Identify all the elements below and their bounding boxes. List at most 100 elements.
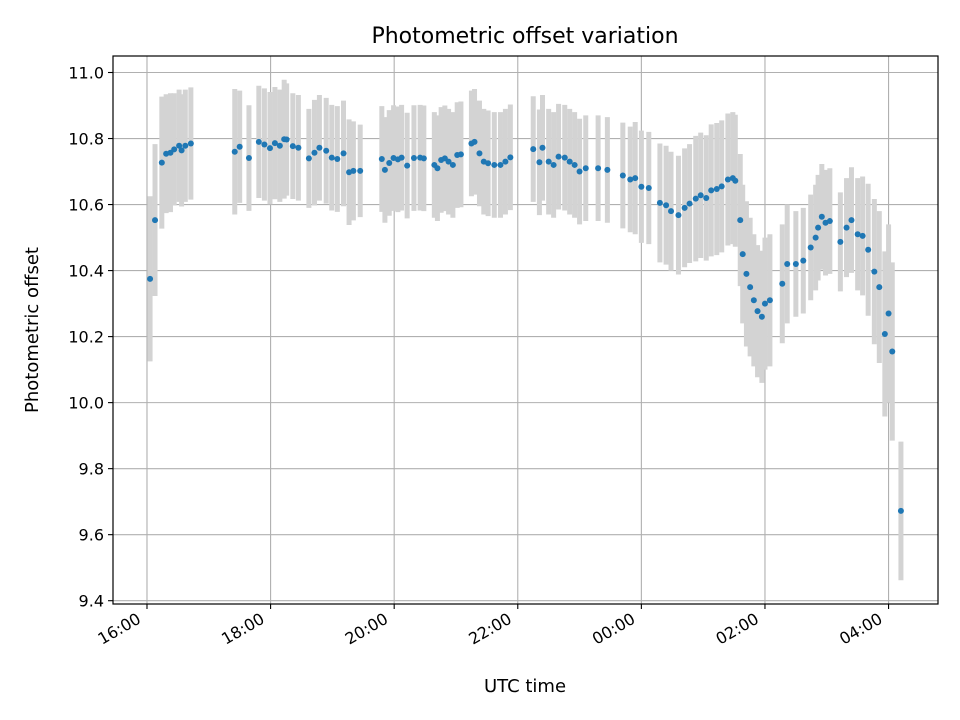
data-point — [848, 217, 855, 224]
data-point — [663, 202, 670, 209]
data-point — [171, 146, 178, 153]
data-point — [289, 143, 296, 150]
x-tick-label: 20:00 — [342, 609, 391, 649]
y-tick-label: 10.0 — [68, 394, 104, 413]
data-point — [739, 251, 746, 258]
data-point — [713, 186, 720, 193]
data-point — [576, 168, 583, 175]
data-point — [457, 151, 464, 158]
data-point — [276, 142, 283, 149]
data-point — [854, 231, 861, 238]
data-point — [724, 176, 731, 183]
data-point — [566, 158, 573, 165]
data-point — [871, 268, 878, 275]
data-point — [283, 136, 290, 143]
data-point — [305, 155, 312, 162]
data-point — [410, 155, 417, 162]
data-point — [758, 313, 765, 320]
data-point — [737, 217, 744, 224]
data-point — [812, 234, 819, 241]
y-axis-label: Photometric offset — [22, 247, 43, 413]
data-point — [245, 155, 252, 162]
data-point — [885, 310, 892, 317]
data-point — [152, 217, 159, 224]
x-axis-label: UTC time — [484, 676, 566, 697]
data-point — [876, 284, 883, 291]
data-point — [485, 160, 492, 167]
data-point — [784, 260, 791, 267]
data-point — [545, 158, 552, 165]
data-point — [656, 199, 663, 206]
data-point — [420, 155, 427, 162]
data-point — [747, 284, 754, 291]
data-point — [255, 138, 262, 145]
x-tick-label: 18:00 — [218, 609, 267, 649]
data-point — [807, 244, 814, 251]
data-point — [271, 140, 278, 147]
data-point — [668, 208, 675, 215]
data-point — [619, 172, 626, 179]
y-axis-ticks: 9.4 9.6 9.8 10.0 10.2 10.4 10.6 10.8 11.0 — [68, 64, 113, 611]
data-point — [445, 158, 452, 165]
data-point — [507, 154, 514, 161]
data-point — [681, 204, 688, 211]
plot-frame — [112, 55, 939, 605]
data-point — [627, 176, 634, 183]
data-point — [334, 155, 341, 162]
data-point — [645, 185, 652, 192]
y-tick-label: 9.6 — [79, 526, 104, 545]
data-points — [147, 136, 904, 514]
y-tick-label: 10.6 — [68, 196, 104, 215]
data-point — [311, 149, 318, 156]
data-point — [754, 308, 761, 315]
data-point — [697, 192, 704, 199]
x-tick-label: 22:00 — [465, 609, 514, 649]
data-point — [732, 177, 739, 184]
data-point — [555, 153, 562, 160]
data-point — [897, 507, 904, 514]
x-tick-label: 00:00 — [589, 609, 638, 649]
data-point — [187, 140, 194, 147]
x-tick-label: 04:00 — [836, 609, 885, 649]
data-point — [843, 224, 850, 231]
data-point — [536, 159, 543, 166]
data-point — [604, 166, 611, 173]
data-point — [718, 183, 725, 190]
data-point — [818, 213, 825, 220]
data-point — [595, 165, 602, 172]
data-point — [158, 159, 165, 166]
data-point — [357, 167, 364, 174]
data-point — [386, 159, 393, 166]
data-point — [449, 161, 456, 168]
y-tick-label: 10.4 — [68, 262, 104, 281]
data-point — [378, 155, 385, 162]
data-point — [692, 195, 699, 202]
data-point — [638, 183, 645, 190]
data-point — [766, 297, 773, 304]
data-point — [182, 142, 189, 149]
data-point — [703, 194, 710, 201]
data-point — [178, 147, 185, 154]
data-point — [750, 297, 757, 304]
data-point — [761, 300, 768, 307]
y-tick-label: 9.4 — [79, 592, 104, 611]
data-point — [571, 161, 578, 168]
data-point — [266, 145, 273, 152]
data-point — [328, 154, 335, 161]
data-point — [865, 246, 872, 253]
data-point — [550, 161, 557, 168]
data-point — [800, 257, 807, 264]
y-tick-label: 10.8 — [68, 130, 104, 149]
data-point — [404, 162, 411, 169]
data-point — [859, 232, 866, 239]
data-point — [539, 144, 546, 151]
data-point — [236, 143, 243, 150]
data-point — [675, 212, 682, 219]
data-point — [350, 167, 357, 174]
data-point — [316, 144, 323, 151]
data-point — [582, 165, 589, 172]
data-point — [792, 260, 799, 267]
data-point — [632, 175, 639, 182]
data-point — [530, 146, 537, 153]
